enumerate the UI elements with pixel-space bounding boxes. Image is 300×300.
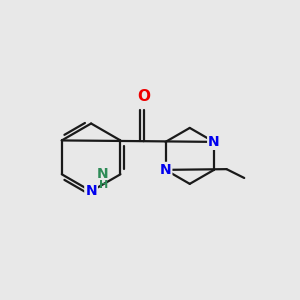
- Text: O: O: [137, 89, 150, 104]
- Text: N: N: [85, 184, 97, 198]
- Text: N: N: [97, 167, 109, 181]
- Text: H: H: [99, 180, 109, 190]
- Text: N: N: [160, 163, 171, 177]
- Text: N: N: [208, 135, 220, 149]
